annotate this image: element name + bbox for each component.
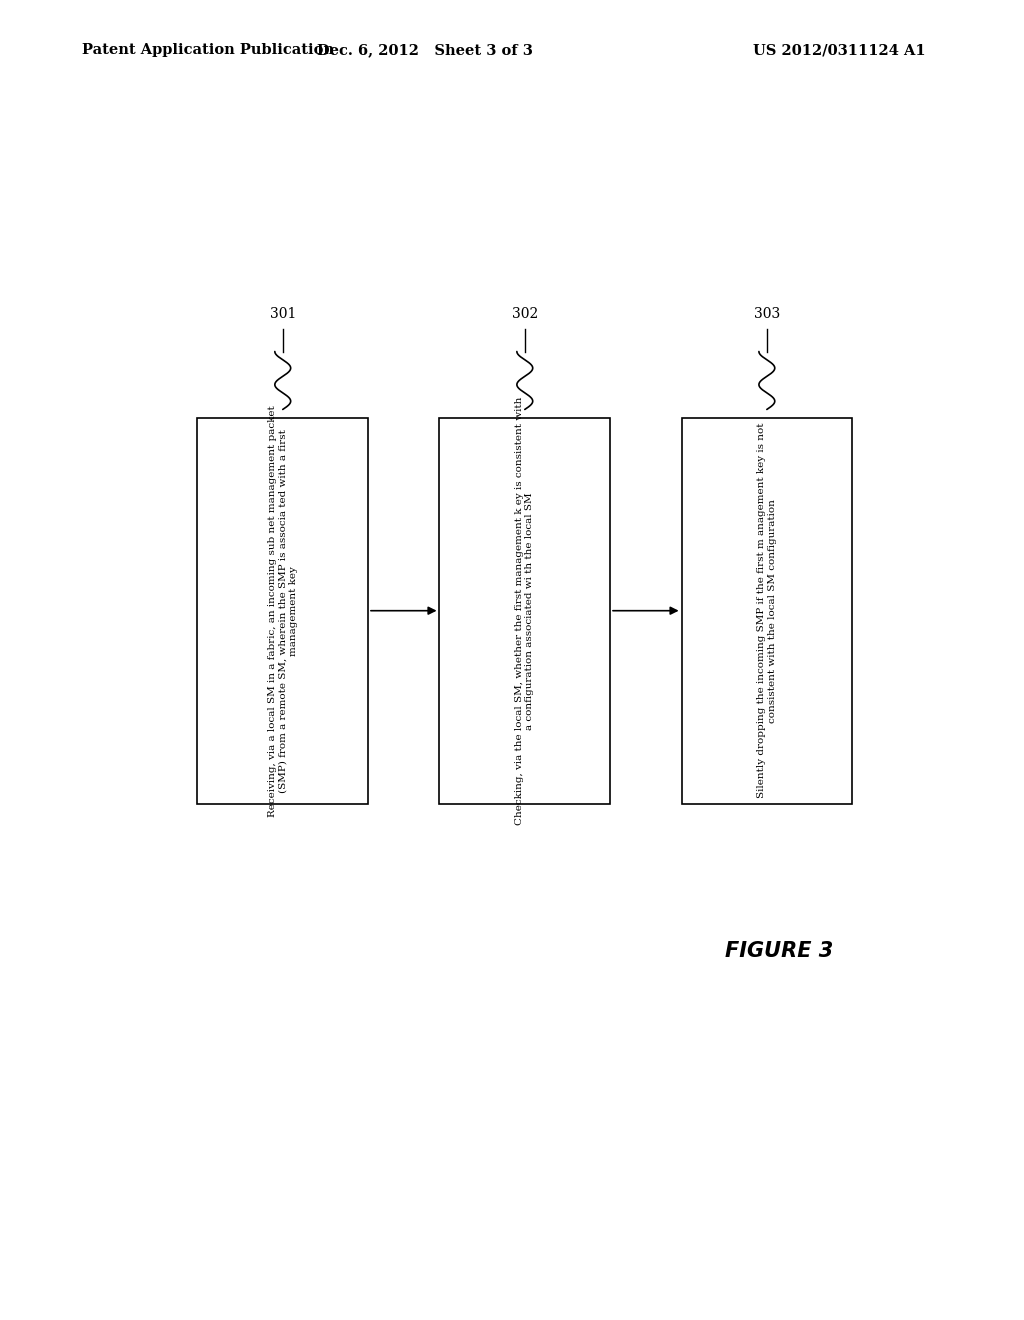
Text: 301: 301: [269, 308, 296, 321]
Bar: [682, 417, 852, 804]
Text: Patent Application Publication: Patent Application Publication: [82, 44, 334, 57]
Text: 303: 303: [754, 308, 780, 321]
Text: US 2012/0311124 A1: US 2012/0311124 A1: [754, 44, 926, 57]
Bar: [198, 417, 368, 804]
Bar: [439, 417, 610, 804]
Text: Checking, via the local SM, whether the first management k ey is consistent with: Checking, via the local SM, whether the …: [515, 396, 535, 825]
Text: Silently dropping the incoming SMP if the first m anagement key is not
consisten: Silently dropping the incoming SMP if th…: [757, 422, 776, 799]
Text: FIGURE 3: FIGURE 3: [725, 941, 833, 961]
Text: Dec. 6, 2012   Sheet 3 of 3: Dec. 6, 2012 Sheet 3 of 3: [317, 44, 532, 57]
Text: Receiving, via a local SM in a fabric, an incoming sub net management packet
(SM: Receiving, via a local SM in a fabric, a…: [268, 405, 298, 817]
Text: 302: 302: [512, 308, 538, 321]
